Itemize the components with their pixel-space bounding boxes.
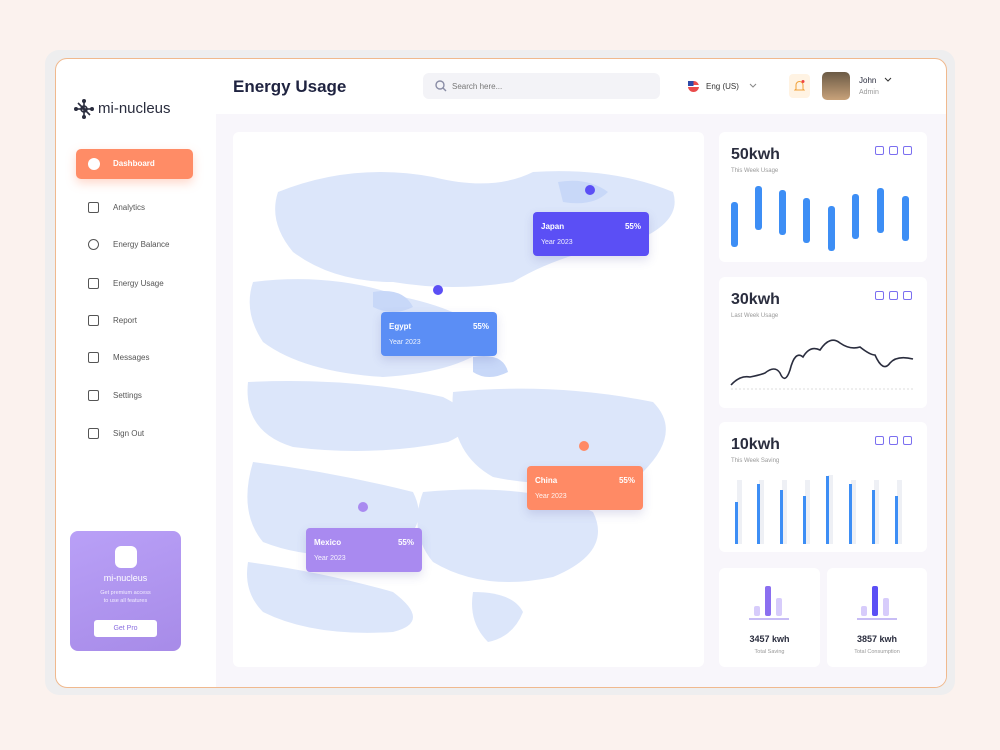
nav-label[interactable]: Energy Usage bbox=[113, 279, 164, 288]
stat-label: Last Week Usage bbox=[731, 313, 779, 319]
delete-icon[interactable] bbox=[903, 146, 912, 155]
stat-card: 50kwh This Week Usage bbox=[719, 132, 927, 262]
promo-text: Get premium access bbox=[100, 590, 151, 596]
edit-icon[interactable] bbox=[889, 436, 898, 445]
stat-value: 10kwh bbox=[731, 436, 780, 453]
stat-card: 10kwh This Week Saving bbox=[719, 422, 927, 552]
nav-label[interactable]: Report bbox=[113, 316, 138, 325]
year: Year 2023 bbox=[389, 339, 421, 346]
nav-label[interactable]: Messages bbox=[113, 353, 150, 362]
country: Egypt bbox=[389, 322, 412, 331]
flag-icon bbox=[688, 81, 699, 92]
nav-label[interactable]: Energy Balance bbox=[113, 240, 170, 249]
search-box[interactable]: Search here... bbox=[423, 73, 660, 99]
map-tooltip[interactable]: China 55% Year 2023 bbox=[527, 466, 643, 510]
search-icon bbox=[435, 80, 447, 92]
stat-label: This Week Saving bbox=[731, 458, 780, 464]
page-title: Energy Usage bbox=[233, 77, 347, 96]
promo-card: mi-nucleus Get premium access to use all… bbox=[70, 531, 181, 651]
nav-icon bbox=[88, 202, 99, 213]
map-tooltip[interactable]: Mexico 55% Year 2023 bbox=[306, 528, 422, 572]
nav-label[interactable]: Settings bbox=[113, 391, 142, 400]
percent: 55% bbox=[472, 322, 489, 331]
nav-icon bbox=[88, 352, 99, 363]
chevron bbox=[884, 77, 892, 82]
edit-icon[interactable] bbox=[889, 146, 898, 155]
percent: 55% bbox=[618, 476, 635, 485]
delete-icon[interactable] bbox=[903, 291, 912, 300]
avatar[interactable] bbox=[822, 72, 850, 100]
icon-base bbox=[857, 618, 897, 620]
country: Mexico bbox=[314, 538, 342, 547]
edit-icon[interactable] bbox=[889, 291, 898, 300]
nav-label: Dashboard bbox=[113, 159, 155, 168]
mini-line-chart bbox=[730, 339, 914, 390]
nav-icon bbox=[88, 315, 99, 326]
user-name: John bbox=[859, 76, 877, 85]
stat-label: This Week Usage bbox=[731, 168, 779, 174]
icon-base bbox=[749, 618, 789, 620]
total-value: 3857 kwh bbox=[856, 634, 898, 644]
total-card: 3457 kwh Total Saving bbox=[719, 568, 820, 667]
nav-label[interactable]: Analytics bbox=[113, 203, 146, 212]
search-placeholder: Search here... bbox=[452, 82, 503, 91]
year: Year 2023 bbox=[314, 555, 346, 562]
year: Year 2023 bbox=[541, 239, 573, 246]
stat-value: 30kwh bbox=[731, 291, 780, 308]
nav-icon bbox=[88, 158, 100, 170]
map-pin[interactable] bbox=[585, 185, 595, 195]
total-label: Total Consumption bbox=[854, 649, 900, 655]
map-tooltip[interactable]: Egypt 55% Year 2023 bbox=[381, 312, 497, 356]
stat-card: 30kwh Last Week Usage bbox=[719, 277, 927, 408]
language[interactable]: Eng (US) bbox=[706, 82, 739, 91]
country: Japan bbox=[541, 222, 565, 231]
nav-item-active[interactable]: Dashboard bbox=[76, 149, 193, 179]
percent: 55% bbox=[624, 222, 641, 231]
brand: mi-nucleus bbox=[98, 100, 171, 117]
share-icon[interactable] bbox=[875, 436, 884, 445]
total-card: 3857 kwh Total Consumption bbox=[827, 568, 927, 667]
promo-title: mi-nucleus bbox=[103, 573, 148, 583]
map-pin[interactable] bbox=[358, 502, 368, 512]
nav-label[interactable]: Sign Out bbox=[113, 429, 145, 438]
map-pin[interactable] bbox=[579, 441, 589, 451]
nav-icon bbox=[88, 390, 99, 401]
bell-icon bbox=[794, 80, 805, 91]
year: Year 2023 bbox=[535, 493, 567, 500]
icon-bar bbox=[883, 598, 889, 616]
nav-icon bbox=[88, 428, 99, 439]
delete-icon[interactable] bbox=[903, 436, 912, 445]
icon-bar bbox=[861, 606, 867, 616]
nav-icon bbox=[88, 278, 99, 289]
get-pro-button[interactable]: Get Pro bbox=[94, 620, 157, 637]
total-value: 3457 kwh bbox=[749, 634, 790, 644]
chevron bbox=[749, 83, 757, 88]
logo-icon bbox=[74, 99, 94, 119]
total-label: Total Saving bbox=[754, 649, 785, 655]
mini-bar-chart bbox=[731, 186, 909, 251]
notification-button[interactable] bbox=[789, 74, 810, 98]
map-tooltip[interactable]: Japan 55% Year 2023 bbox=[533, 212, 649, 256]
mini-bar-chart bbox=[735, 475, 902, 544]
icon-bar bbox=[872, 586, 878, 616]
promo-icon bbox=[115, 546, 137, 568]
country: China bbox=[535, 476, 558, 485]
nav-icon bbox=[88, 239, 99, 250]
icon-bar bbox=[765, 586, 771, 616]
promo-text: to use all features bbox=[103, 598, 148, 604]
share-icon[interactable] bbox=[875, 146, 884, 155]
map-pin[interactable] bbox=[433, 285, 443, 295]
share-icon[interactable] bbox=[875, 291, 884, 300]
percent: 55% bbox=[397, 538, 414, 547]
icon-bar bbox=[776, 598, 782, 616]
user-role: Admin bbox=[859, 89, 879, 96]
icon-bar bbox=[754, 606, 760, 616]
stat-value: 50kwh bbox=[731, 146, 780, 163]
